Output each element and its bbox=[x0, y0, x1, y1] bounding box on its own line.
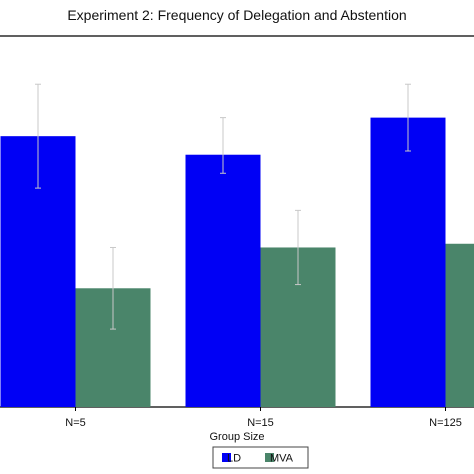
error-bar-mva-n15 bbox=[295, 209, 301, 286]
error-bars-layer bbox=[35, 83, 411, 330]
x-axis-label: Group Size bbox=[209, 431, 264, 443]
error-bar-ld-n15 bbox=[220, 117, 226, 174]
error-bar-ld-n125 bbox=[405, 83, 411, 152]
error-bar-mva-n5 bbox=[110, 246, 116, 330]
x-ticks: N=5 N=15 N=125 bbox=[65, 407, 462, 429]
legend-swatch bbox=[265, 453, 274, 462]
legend-label: LD bbox=[227, 453, 241, 465]
legend-box bbox=[212, 446, 309, 469]
legend-swatch bbox=[222, 453, 231, 462]
bar-ld-n125 bbox=[370, 117, 446, 408]
x-tick-label: N=15 bbox=[247, 417, 274, 429]
legend-label: MVA bbox=[270, 453, 294, 465]
bar-ld-n15 bbox=[185, 154, 261, 407]
bar-mva-n125 bbox=[445, 243, 474, 407]
bars-layer bbox=[0, 117, 474, 408]
legend-item-mva: MVA bbox=[265, 453, 294, 465]
x-tick-label: N=5 bbox=[65, 417, 86, 429]
legend: LD MVA bbox=[222, 453, 294, 465]
chart-title: Experiment 2: Frequency of Delegation an… bbox=[67, 7, 407, 23]
x-tick-label: N=125 bbox=[429, 417, 462, 429]
legend-item-ld: LD bbox=[222, 453, 241, 465]
error-bar-ld-n5 bbox=[35, 83, 41, 189]
